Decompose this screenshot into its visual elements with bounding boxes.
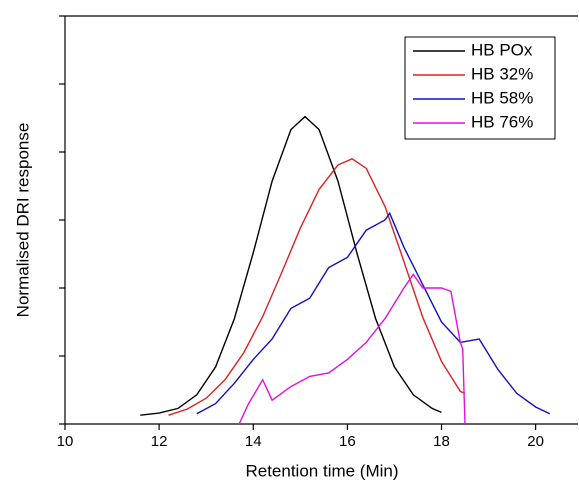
legend-label: HB 58%: [471, 88, 533, 107]
series-line: [140, 115, 442, 416]
legend-box: [404, 36, 556, 140]
y-axis-label: Normalised DRI response: [13, 123, 32, 318]
x-tick-label: 10: [57, 433, 74, 450]
x-tick-label: 18: [433, 433, 450, 450]
x-axis-label: Retention time (Min): [245, 461, 398, 480]
x-tick-label: 16: [339, 433, 356, 450]
series-line: [196, 211, 551, 415]
x-tick-label: 20: [527, 433, 544, 450]
legend-label: HB 32%: [471, 64, 533, 83]
x-tick-label: 14: [245, 433, 262, 450]
x-tick-label: 12: [151, 433, 168, 450]
series-line: [238, 273, 466, 425]
series-line: [168, 158, 466, 416]
legend-label: HB 76%: [471, 112, 533, 131]
legend-label: HB POx: [471, 40, 533, 59]
